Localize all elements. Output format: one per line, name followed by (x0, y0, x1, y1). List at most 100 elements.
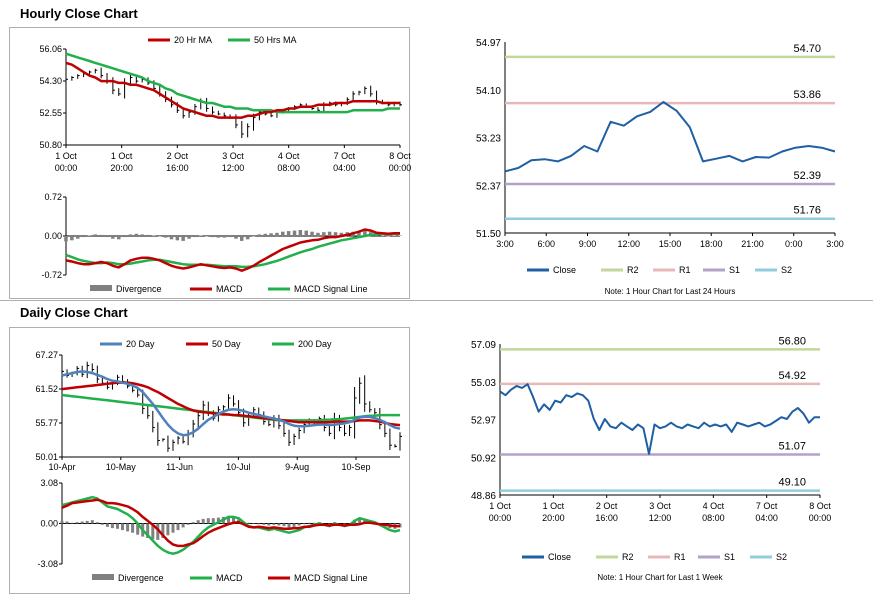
hourly-pivot-xtick-label: 3:00 (496, 239, 514, 249)
daily-200day-line (61, 393, 400, 422)
weekly-pivot-ytick-label: 50.92 (471, 453, 496, 464)
hourly-price-xtick-label: 3 Oct (222, 151, 244, 161)
weekly-pivot-xtick-label: 16:00 (595, 513, 618, 523)
hourly-divergence-bar (286, 231, 291, 236)
hourly-divergence-bar (292, 230, 297, 236)
hourly-pivot-ytick-label: 52.37 (476, 181, 501, 192)
hourly-divergence-bar (193, 236, 197, 238)
hourly-divergence-bar (228, 236, 232, 238)
weekly-pivot-xtick-label: 1 Oct (489, 501, 511, 511)
hourly-divergence-bar (146, 234, 150, 236)
hourly-price-xtick-label: 1 Oct (55, 151, 77, 161)
hourly-divergence-bar (257, 234, 262, 236)
hourly-divergence-bar (175, 236, 180, 241)
hourly-macd-ytick-label: -0.72 (41, 270, 62, 280)
hourly-pivot-xtick-label: 18:00 (700, 239, 723, 249)
hourly-price-xtick-label: 20:00 (110, 163, 133, 173)
hourly-divergence-bar (316, 232, 320, 237)
hourly-price-xtick-label: 00:00 (389, 163, 412, 173)
hourly-divergence-bar (275, 232, 279, 237)
hourly-divergence-bar (93, 234, 97, 236)
hourly-divergence-bar (187, 236, 191, 239)
hourly-legend-50hr-label: 50 Hrs MA (254, 35, 297, 45)
weekly-pivot-xtick-label: 00:00 (489, 513, 512, 523)
daily-divergence-bar (343, 523, 346, 525)
hourly-left-panel-border (9, 27, 410, 299)
hourly-pivot-xtick-label: 0:00 (785, 239, 803, 249)
weekly-pivot-xtick-label: 2 Oct (596, 501, 618, 511)
daily-divergence-bar (70, 522, 74, 524)
daily-price-ytick-label: 61.52 (35, 384, 58, 394)
hourly-price-xtick-label: 16:00 (166, 163, 189, 173)
hourly-section-title: Hourly Close Chart (20, 6, 138, 21)
daily-macd-ytick-label: -3.08 (37, 559, 58, 569)
daily-divergence-bar (287, 523, 291, 528)
hourly-divergence-bar (322, 232, 326, 236)
hourly-pivot-note: Note: 1 Hour Chart for Last 24 Hours (605, 287, 736, 296)
daily-macd-ytick-label: 3.08 (40, 478, 58, 488)
daily-divergence-bar (181, 523, 185, 528)
daily-divergence-bar (358, 517, 362, 524)
hourly-divergence-bar (158, 236, 162, 237)
daily-price-ytick-label: 50.01 (35, 452, 58, 462)
hourly-divergence-bar (263, 233, 267, 236)
hourly-divergence-bar (99, 234, 103, 236)
hourly-divergence-bar (240, 236, 244, 241)
hourly-macd-ytick-label: 0.72 (44, 192, 62, 202)
daily-price-ytick-label: 67.27 (35, 350, 58, 360)
daily-divergence-bar (201, 518, 205, 524)
hourly-divergence-bar (380, 235, 385, 236)
daily-divergence-bar (206, 518, 210, 524)
weekly-pivot-close-line (499, 383, 820, 455)
daily-divergence-bar (327, 523, 331, 525)
daily-divergence-bar (196, 520, 200, 524)
hourly-divergence-bar (363, 230, 367, 236)
daily-divergence-bar (126, 523, 130, 532)
weekly-pivot-s1-level-label: 51.07 (778, 440, 806, 452)
hourly-pivot-legend-r1-label: R1 (679, 265, 691, 275)
weekly-pivot-legend-r2-label: R2 (622, 552, 634, 562)
hourly-20hr-ma-line (65, 61, 400, 119)
daily-divergence-bar (186, 523, 190, 525)
weekly-pivot-ytick-label: 48.86 (471, 491, 496, 502)
daily-divergence-bar (90, 520, 94, 524)
hourly-pivot-ytick-label: 53.23 (476, 134, 501, 145)
hourly-price-xtick-label: 2 Oct (167, 151, 189, 161)
hourly-price-xtick-label: 1 Oct (111, 151, 133, 161)
daily-price-xtick-label: 10-Jul (226, 462, 251, 472)
daily-divergence-bar (211, 518, 215, 524)
hourly-divergence-bar (392, 235, 396, 236)
daily-divergence-bar (171, 523, 175, 533)
hourly-pivot-legend-r2-label: R2 (627, 265, 639, 275)
hourly-50hr-ma-line (65, 52, 400, 114)
hourly-pivot-s2-level-label: 51.76 (793, 205, 821, 217)
weekly-pivot-legend-r1-label: R1 (674, 552, 686, 562)
daily-divergence-bar (232, 517, 235, 524)
daily-divergence-bar (166, 523, 170, 536)
hourly-divergence-bar (281, 231, 285, 236)
hourly-pivot-ytick-label: 54.97 (476, 38, 501, 49)
daily-divergence-bar (292, 523, 296, 527)
daily-divergence-bar (60, 520, 64, 524)
hourly-divergence-bar (339, 232, 344, 237)
hourly-pivot-xtick-label: 9:00 (579, 239, 597, 249)
hourly-divergence-bar (398, 235, 402, 236)
hourly-divergence-bar (251, 236, 256, 237)
hourly-legend-macd-label: MACD (216, 284, 243, 294)
hourly-legend-divergence-swatch (90, 285, 112, 291)
hourly-pivot-r1-level-label: 53.86 (793, 89, 821, 101)
hourly-divergence-bar (140, 234, 144, 236)
daily-legend-divergence-swatch (92, 574, 114, 580)
daily-price-xtick-label: 10-May (106, 462, 137, 472)
daily-divergence-bar (136, 523, 140, 535)
daily-divergence-bar (277, 523, 281, 526)
weekly-pivot-ytick-label: 57.09 (471, 340, 496, 351)
hourly-divergence-bar (70, 236, 74, 241)
hourly-divergence-bar (216, 236, 221, 238)
hourly-macd-signal-line (65, 232, 400, 269)
daily-divergence-bar (151, 523, 155, 540)
daily-macd-ytick-label: 0.00 (40, 519, 58, 529)
hourly-price-ytick-label: 54.30 (39, 76, 62, 86)
hourly-divergence-bar (134, 233, 139, 236)
